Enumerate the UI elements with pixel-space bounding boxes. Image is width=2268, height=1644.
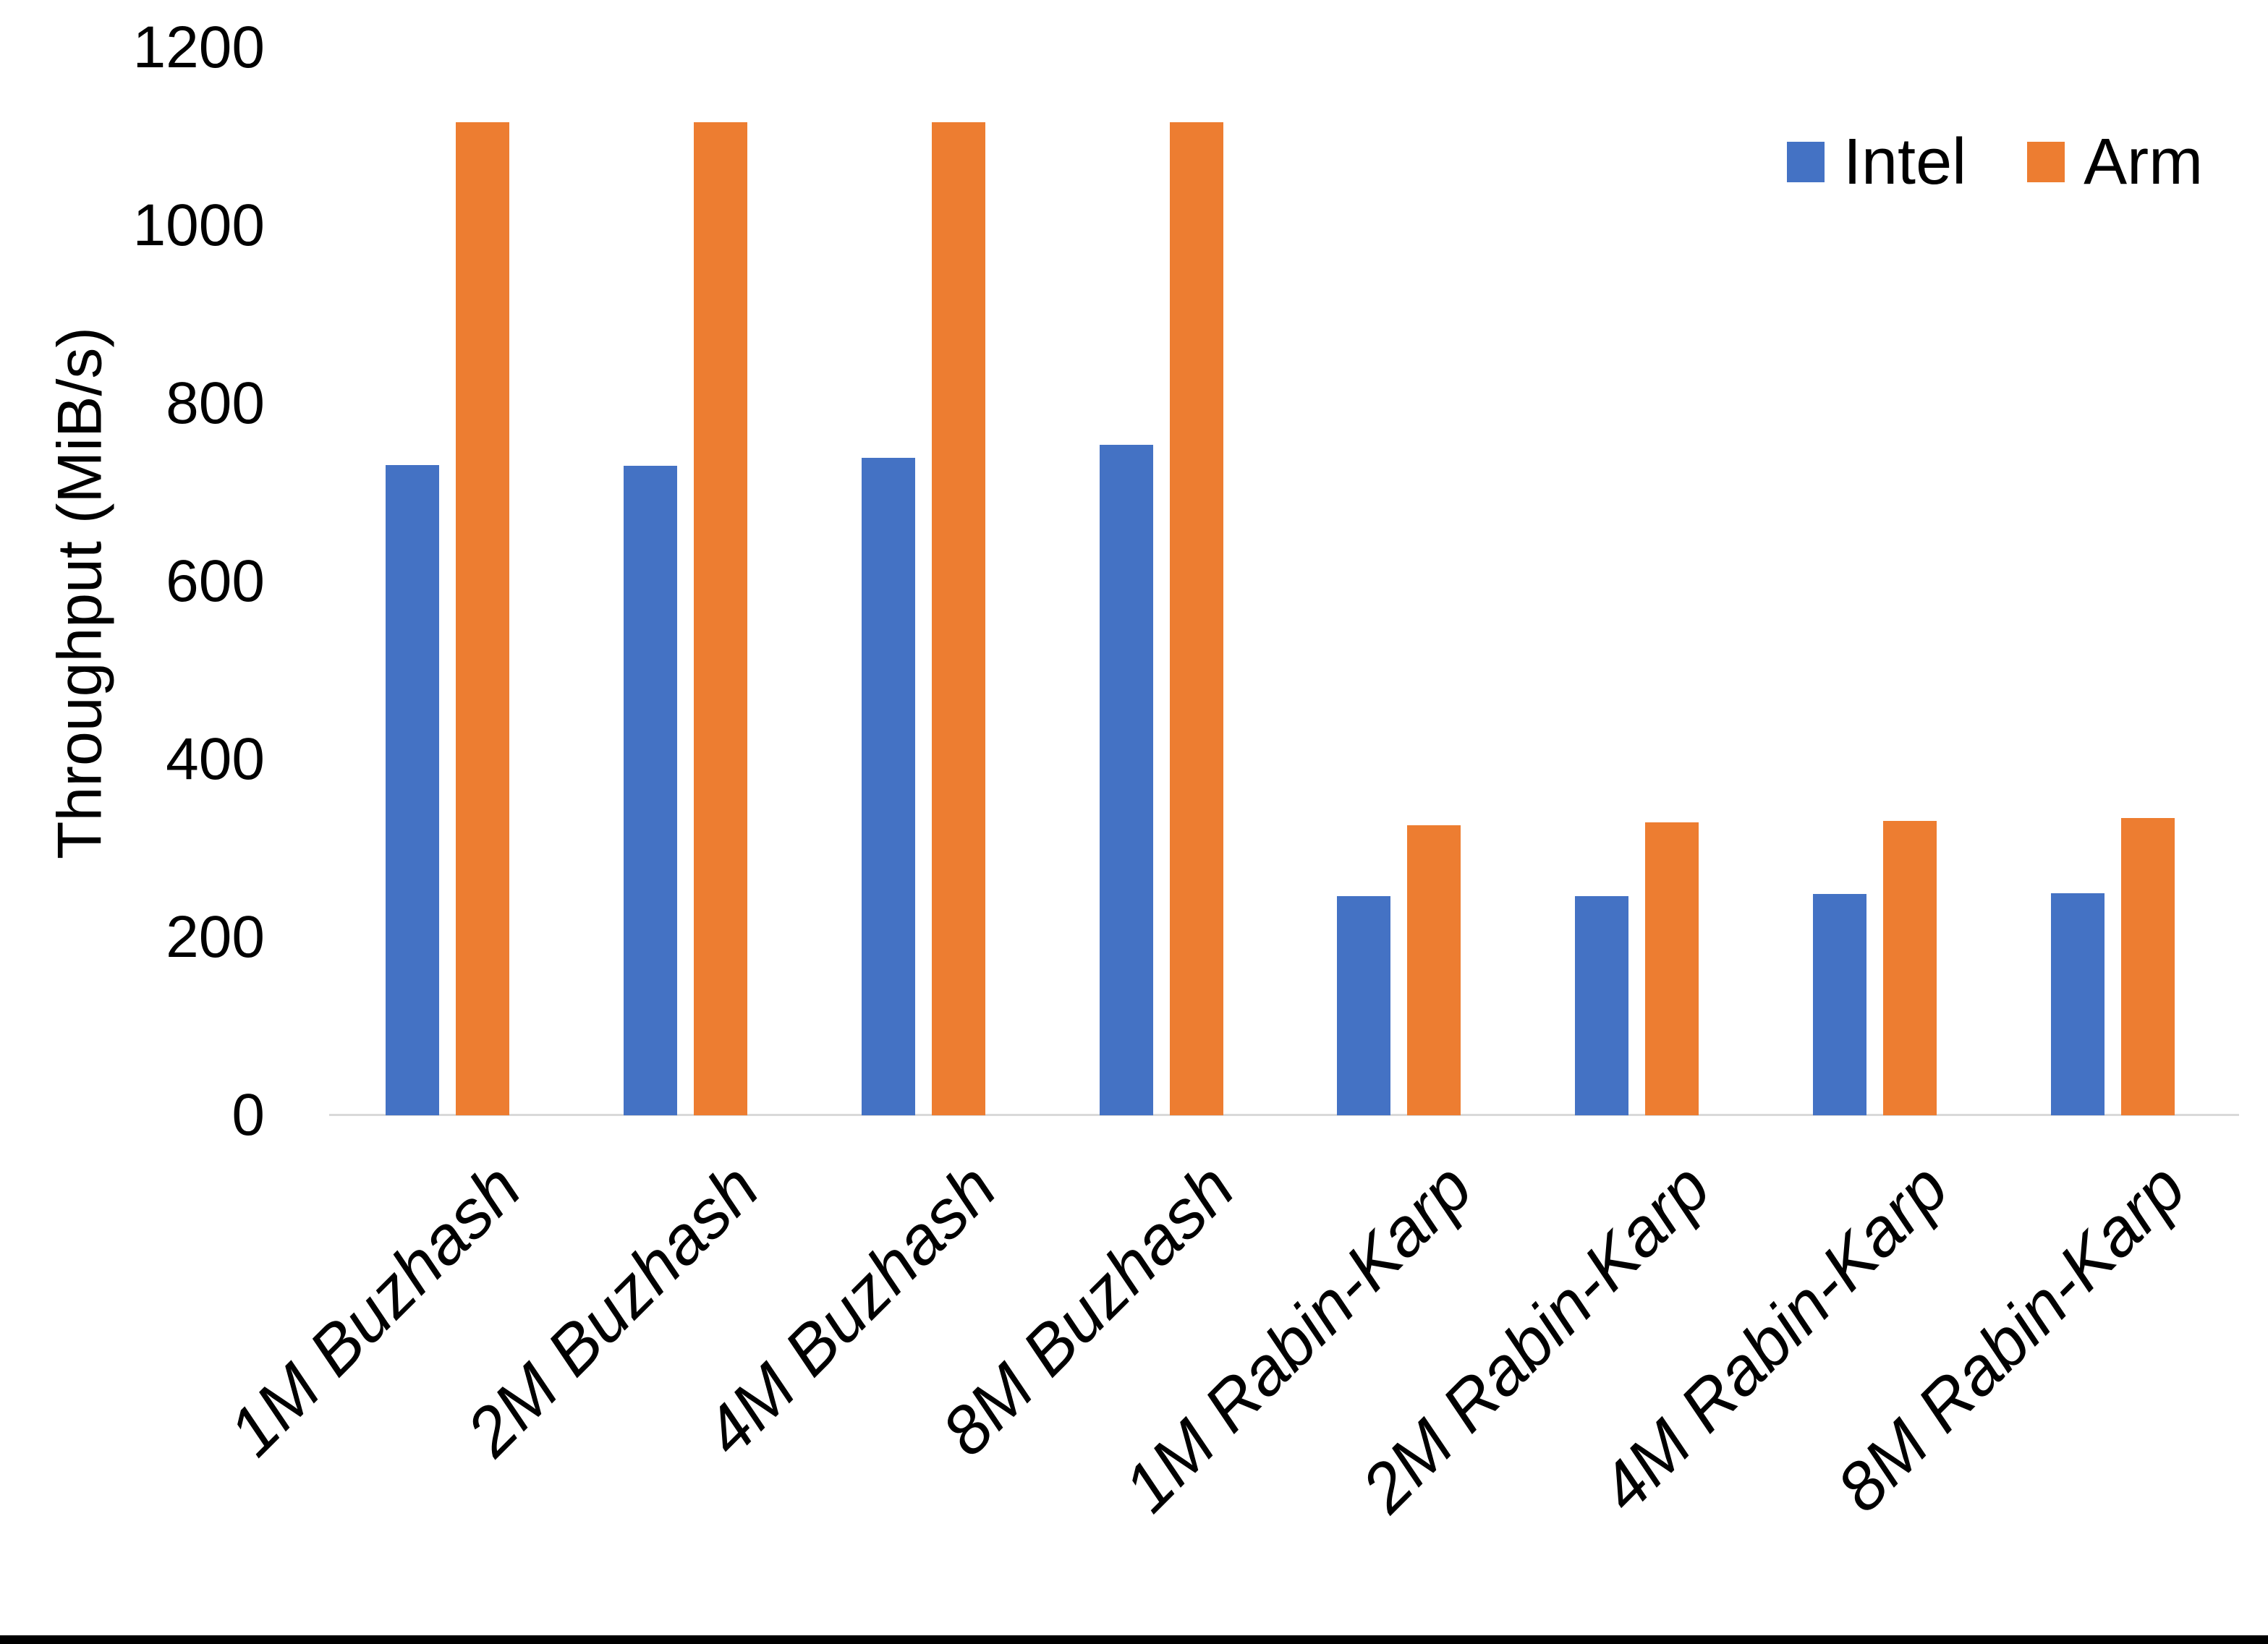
bar-intel-2m-buzhash [624,466,678,1115]
legend-item-intel: Intel [1787,129,1966,195]
legend-swatch-arm [2027,142,2065,182]
legend-label-arm: Arm [2084,126,2204,198]
legend: Intel Arm [1787,129,2203,195]
bar-arm-1m-rabin-karp [1407,825,1461,1115]
y-tick-label-200: 200 [166,904,265,970]
legend-label-intel: Intel [1843,126,1967,198]
bar-arm-1m-buzhash [456,122,510,1115]
bar-arm-8m-buzhash [1169,122,1223,1115]
y-tick-label-1000: 1000 [132,192,265,258]
y-tick-label-400: 400 [166,726,265,792]
y-tick-label-0: 0 [232,1082,265,1148]
y-tick-label-1200: 1200 [132,14,265,80]
y-tick-label-600: 600 [166,548,265,614]
bar-arm-8m-rabin-karp [2120,818,2175,1115]
bar-arm-2m-buzhash [694,122,748,1115]
bar-intel-2m-rabin-karp [1575,896,1629,1115]
bar-arm-2m-rabin-karp [1645,822,1699,1115]
legend-item-arm: Arm [2027,129,2203,195]
bar-intel-1m-buzhash [386,464,440,1115]
bar-intel-1m-rabin-karp [1337,896,1391,1115]
y-tick-label-800: 800 [166,370,265,436]
bar-intel-4m-buzhash [861,458,915,1115]
bottom-border [0,1635,2268,1644]
bar-arm-4m-buzhash [931,122,985,1115]
x-axis-line [329,1114,2239,1116]
bar-intel-8m-rabin-karp [2050,893,2105,1115]
y-axis-title: Throughput (MiB/s) [45,326,115,860]
bar-arm-4m-rabin-karp [1882,820,1937,1115]
legend-swatch-intel [1787,142,1825,182]
bar-intel-8m-buzhash [1099,444,1153,1115]
bar-intel-4m-rabin-karp [1812,893,1866,1115]
